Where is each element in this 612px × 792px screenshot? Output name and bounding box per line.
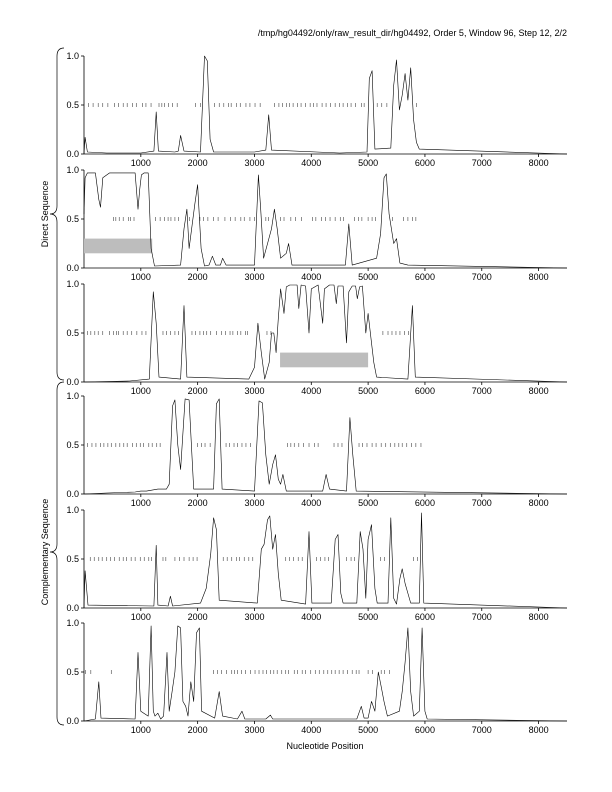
series-line <box>83 512 568 609</box>
x-tick-label: 4000 <box>301 272 321 282</box>
x-tick-label: 6000 <box>415 386 435 396</box>
series-line <box>83 398 568 495</box>
x-tick-label: 3000 <box>244 272 264 282</box>
y-tick-label: 0.5 <box>66 214 79 224</box>
y-tick-label: 1.0 <box>66 505 79 515</box>
panel-4: 0.0 0.5 1.0 1000 2000 3000 4000 5000 6000 7000 800… <box>66 391 568 508</box>
orf-box <box>84 238 153 254</box>
x-tick-label: 5000 <box>358 272 378 282</box>
x-tick-label: 8000 <box>529 725 549 735</box>
y-tick-label: 0.0 <box>66 716 79 726</box>
x-tick-label: 8000 <box>529 612 549 622</box>
x-tick-label: 6000 <box>415 725 435 735</box>
y-tick-label: 1.0 <box>66 279 79 289</box>
x-tick-label: 1000 <box>131 272 151 282</box>
x-tick-label: 1000 <box>131 612 151 622</box>
header-text: /tmp/hg04492/only/raw_result_dir/hg04492… <box>258 28 567 38</box>
orf-box <box>280 352 369 368</box>
x-tick-label: 1000 <box>131 158 151 168</box>
series-line <box>83 625 568 722</box>
y-tick-label: 0.0 <box>66 603 79 613</box>
complementary-sequence-brace <box>49 381 65 726</box>
x-tick-label: 5000 <box>358 725 378 735</box>
x-tick-label: 4000 <box>301 498 321 508</box>
x-tick-label: 3000 <box>244 386 264 396</box>
y-tick-label: 0.5 <box>66 440 79 450</box>
y-tick-label: 0.0 <box>66 263 79 273</box>
x-tick-label: 7000 <box>472 498 492 508</box>
x-tick-label: 5000 <box>358 158 378 168</box>
x-tick-label: 2000 <box>188 272 208 282</box>
x-tick-label: 6000 <box>415 272 435 282</box>
complementary-sequence-label: Complementary Sequence <box>40 499 50 606</box>
x-tick-label: 3000 <box>244 725 264 735</box>
series-line <box>83 55 568 155</box>
y-tick-label: 1.0 <box>66 391 79 401</box>
x-tick-label: 1000 <box>131 725 151 735</box>
x-tick-label: 5000 <box>358 498 378 508</box>
x-tick-label: 8000 <box>529 272 549 282</box>
direct-sequence-brace <box>49 47 65 381</box>
panel-1: 0.0 0.5 1.0 1000 2000 3000 4000 5000 6000 7000 800… <box>66 51 568 168</box>
x-tick-label: 2000 <box>188 386 208 396</box>
x-axis-title: Nucleotide Position <box>286 741 363 751</box>
y-tick-label: 0.5 <box>66 328 79 338</box>
direct-sequence-label: Direct Sequence <box>40 181 50 248</box>
x-tick-label: 4000 <box>301 725 321 735</box>
x-tick-label: 4000 <box>301 612 321 622</box>
x-tick-label: 6000 <box>415 158 435 168</box>
x-tick-label: 8000 <box>529 498 549 508</box>
x-tick-label: 3000 <box>244 612 264 622</box>
x-tick-label: 7000 <box>472 386 492 396</box>
y-tick-label: 0.0 <box>66 377 79 387</box>
x-tick-label: 6000 <box>415 498 435 508</box>
x-tick-label: 8000 <box>529 158 549 168</box>
x-tick-label: 4000 <box>301 386 321 396</box>
x-tick-label: 7000 <box>472 158 492 168</box>
panel-3: 0.0 0.5 1.0 1000 2000 3000 4000 5000 6000 7000 800… <box>66 279 568 396</box>
x-tick-label: 1000 <box>131 498 151 508</box>
x-tick-label: 2000 <box>188 725 208 735</box>
panel-5: 0.0 0.5 1.0 1000 2000 3000 4000 5000 6000 7000 800… <box>66 505 568 622</box>
series-line <box>83 172 568 269</box>
series-line <box>83 284 568 383</box>
x-tick-label: 5000 <box>358 386 378 396</box>
panels-group: 0.0 0.5 1.0 1000 2000 3000 4000 5000 6000 7000 800… <box>66 51 568 735</box>
y-tick-label: 0.5 <box>66 667 79 677</box>
y-tick-label: 0.0 <box>66 149 79 159</box>
panel-2: 0.0 0.5 1.0 1000 2000 3000 4000 5000 6000 7000 800… <box>66 165 568 282</box>
x-tick-label: 5000 <box>358 612 378 622</box>
x-tick-label: 2000 <box>188 498 208 508</box>
x-tick-label: 3000 <box>244 498 264 508</box>
y-tick-label: 1.0 <box>66 618 79 628</box>
y-tick-label: 0.5 <box>66 100 79 110</box>
y-tick-label: 1.0 <box>66 165 79 175</box>
x-tick-label: 8000 <box>529 386 549 396</box>
x-tick-label: 6000 <box>415 612 435 622</box>
y-tick-label: 0.5 <box>66 554 79 564</box>
x-tick-label: 7000 <box>472 725 492 735</box>
panel-6: 0.0 0.5 1.0 1000 2000 3000 4000 5000 6000 7000 800… <box>66 618 568 735</box>
x-tick-label: 7000 <box>472 272 492 282</box>
x-tick-label: 2000 <box>188 158 208 168</box>
x-tick-label: 7000 <box>472 612 492 622</box>
x-tick-label: 3000 <box>244 158 264 168</box>
y-tick-label: 1.0 <box>66 51 79 61</box>
x-tick-label: 4000 <box>301 158 321 168</box>
x-tick-label: 1000 <box>131 386 151 396</box>
x-tick-label: 2000 <box>188 612 208 622</box>
y-tick-label: 0.0 <box>66 489 79 499</box>
